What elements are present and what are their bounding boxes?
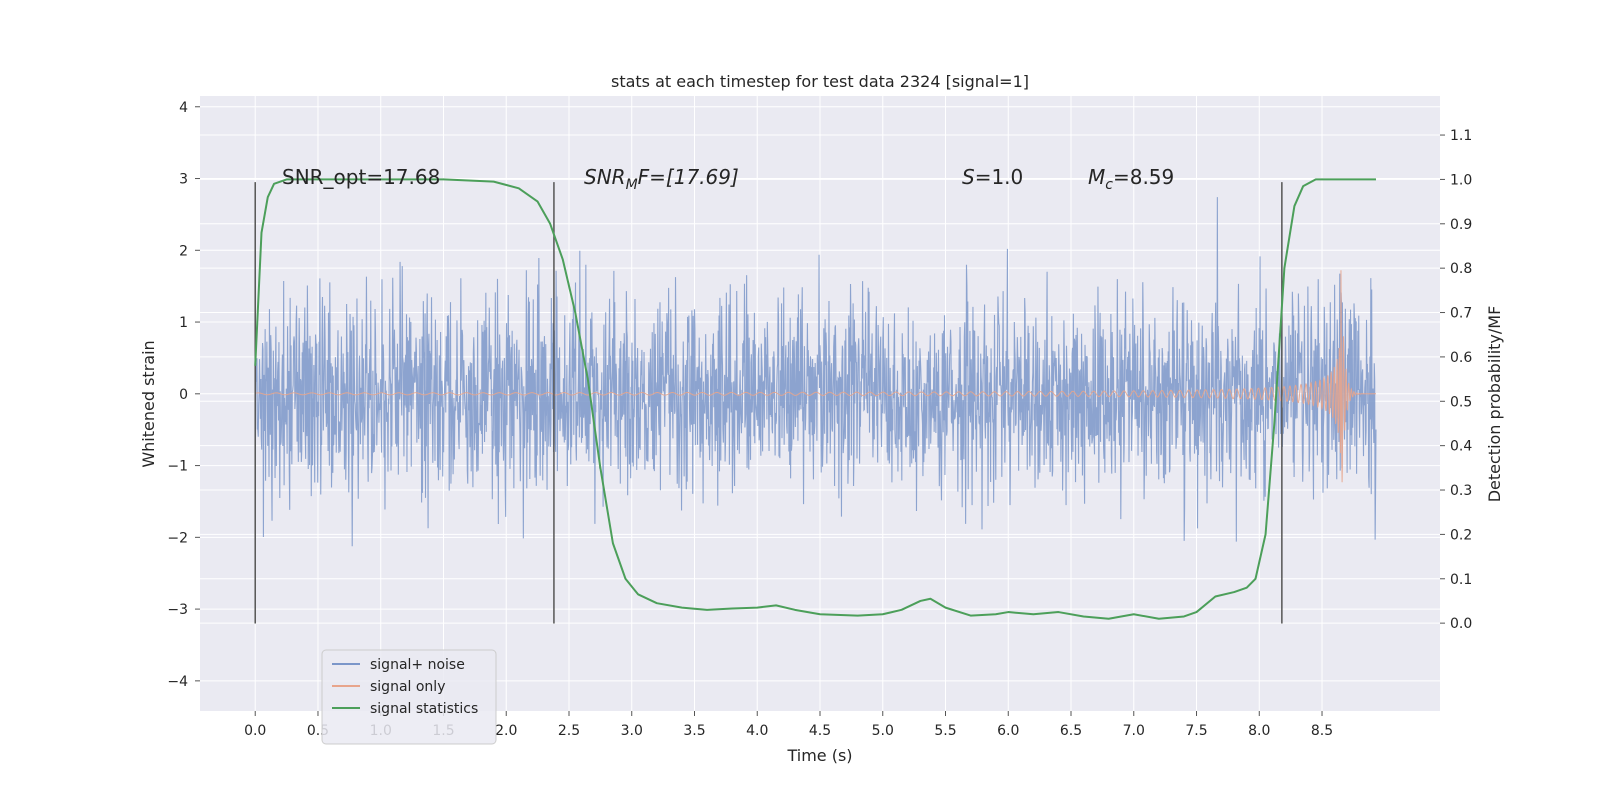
y-tick-label-left: −2 xyxy=(167,530,188,546)
snr-mf-sub: M xyxy=(626,177,638,193)
series-signal-only xyxy=(255,270,1376,483)
x-tick-label: 4.5 xyxy=(809,723,831,739)
signal-statistics-line xyxy=(254,178,1376,620)
tick-labels: 0.00.51.01.52.02.53.03.54.04.55.05.56.06… xyxy=(167,100,1472,739)
series-signal-statistics xyxy=(254,178,1376,620)
y-tick-label-left: −1 xyxy=(167,459,188,475)
y-tick-label-right: 0.0 xyxy=(1450,616,1472,632)
mc-base: M xyxy=(1088,165,1105,189)
x-tick-label: 2.0 xyxy=(495,723,517,739)
y-tick-label-right: 0.2 xyxy=(1450,527,1472,543)
x-tick-label: 5.5 xyxy=(934,723,956,739)
x-tick-label: 8.0 xyxy=(1248,723,1270,739)
signal-only-line xyxy=(255,270,1376,483)
legend-label-stat: signal statistics xyxy=(370,701,478,717)
y-tick-label-left: −4 xyxy=(167,674,188,690)
mc-sub: c xyxy=(1105,177,1113,193)
legend-box xyxy=(321,649,497,745)
annotation-mc: Mc=8.59 xyxy=(1088,165,1174,193)
snr-mf-base: SNR xyxy=(584,165,626,189)
y-tick-label-left: 0 xyxy=(179,387,188,403)
x-tick-label: 6.0 xyxy=(997,723,1019,739)
y-tick-label-right: 1.0 xyxy=(1450,172,1472,188)
legend-label-noise: signal+ noise xyxy=(370,657,465,673)
mc-rest: =8.59 xyxy=(1113,165,1174,189)
annotation-snr-opt: SNR_opt=17.68 xyxy=(282,165,440,189)
y-tick-label-left: 1 xyxy=(179,315,188,331)
snr-mf-rest: F=[17.69] xyxy=(638,165,739,189)
y-tick-label-right: 1.1 xyxy=(1450,128,1472,144)
x-tick-label: 4.0 xyxy=(746,723,768,739)
x-tick-label: 0.0 xyxy=(244,723,266,739)
y-tick-label-left: −3 xyxy=(167,602,188,618)
y-tick-label-left: 4 xyxy=(179,100,188,116)
vertical-markers xyxy=(254,182,1283,624)
y-axis-label-right: Detection probability/MF xyxy=(1485,306,1504,503)
legend-label-signal: signal only xyxy=(370,679,445,695)
y-tick-label-left: 3 xyxy=(179,172,188,188)
annotation-s: S=1.0 xyxy=(962,165,1023,189)
y-tick-label-right: 0.5 xyxy=(1450,394,1472,410)
y-tick-label-right: 0.9 xyxy=(1450,217,1472,233)
y-tick-label-right: 0.7 xyxy=(1450,306,1472,322)
x-tick-label: 7.5 xyxy=(1185,723,1207,739)
chart-title: stats at each timestep for test data 232… xyxy=(611,72,1029,91)
y-tick-label-right: 0.8 xyxy=(1450,261,1472,277)
x-tick-label: 6.5 xyxy=(1060,723,1082,739)
x-tick-label: 8.5 xyxy=(1311,723,1333,739)
x-tick-label: 5.0 xyxy=(872,723,894,739)
y-tick-label-right: 0.1 xyxy=(1450,572,1472,588)
y-axis-label-left: Whitened strain xyxy=(139,340,158,467)
x-tick-label: 2.5 xyxy=(558,723,580,739)
x-tick-label: 3.0 xyxy=(621,723,643,739)
legend: signal+ noise signal only signal statist… xyxy=(321,649,497,745)
y-tick-label-left: 2 xyxy=(179,243,188,259)
annotation-snr-mf: SNRMF=[17.69] xyxy=(584,165,739,193)
s-base: S xyxy=(962,165,975,189)
grid-lines xyxy=(200,96,1440,711)
x-tick-label: 3.5 xyxy=(683,723,705,739)
y-tick-label-right: 0.6 xyxy=(1450,350,1472,366)
x-tick-label: 7.0 xyxy=(1123,723,1145,739)
y-tick-label-right: 0.3 xyxy=(1450,483,1472,499)
s-rest: =1.0 xyxy=(975,165,1024,189)
x-axis-label: Time (s) xyxy=(786,746,852,765)
y-tick-label-right: 0.4 xyxy=(1450,439,1472,455)
